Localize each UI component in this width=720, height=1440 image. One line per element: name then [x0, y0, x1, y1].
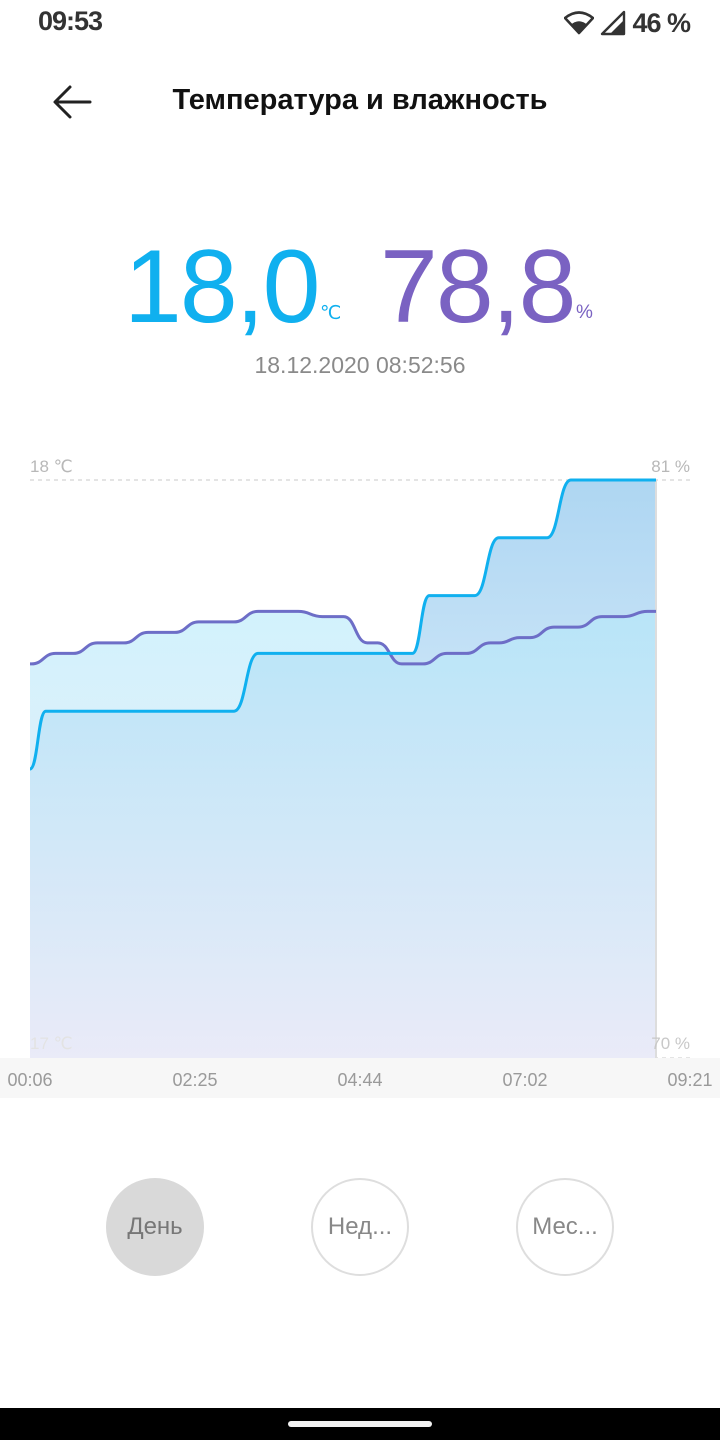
reading-timestamp: 18.12.2020 08:52:56	[254, 352, 466, 378]
x-axis-tick-label: 07:02	[502, 1070, 547, 1090]
x-axis-tick-label: 00:06	[7, 1070, 52, 1090]
x-axis-tick-label: 04:44	[337, 1070, 382, 1090]
humidity-unit: %	[576, 302, 593, 323]
y-right-bottom-label: 70 %	[651, 1034, 690, 1053]
wifi-icon	[564, 11, 595, 35]
x-axis-band	[0, 1058, 720, 1098]
temperature-value: 18,0	[124, 229, 320, 345]
temperature-line	[28, 478, 656, 771]
status-time: 09:53	[38, 6, 103, 36]
temperature-reading: 18,0 ℃	[124, 229, 341, 345]
arrow-left-icon	[53, 85, 92, 119]
page-title: Температура и влажность	[172, 84, 548, 116]
back-button[interactable]	[46, 78, 100, 128]
navigation-bar	[0, 1408, 720, 1440]
humidity-area	[30, 611, 656, 1058]
humidity-reading: 78,8 %	[380, 229, 593, 345]
humidity-value: 78,8	[380, 229, 576, 345]
cellular-signal-icon	[601, 10, 626, 36]
range-month-button[interactable]: Мес...	[516, 1178, 614, 1276]
app-bar: Температура и влажность	[0, 62, 720, 146]
y-left-bottom-label: 17 ℃	[30, 1034, 73, 1053]
humidity-line	[30, 609, 656, 666]
status-icons: 46 %	[564, 6, 691, 40]
status-bar: 09:53 46 %	[0, 0, 720, 48]
temperature-unit: ℃	[320, 303, 342, 324]
range-day-button[interactable]: День	[106, 1178, 204, 1276]
history-chart-svg: 00:06 02:25 04:44 07:02 09:21	[0, 478, 720, 1098]
history-chart[interactable]: 00:06 02:25 04:44 07:02 09:21 18 ℃ 81 % 17 ℃…	[0, 440, 720, 1100]
x-axis-tick-label: 09:21	[667, 1070, 712, 1090]
x-axis-tick-label: 02:25	[172, 1070, 217, 1090]
range-selector: День Нед... Мес...	[0, 1178, 720, 1278]
home-handle[interactable]	[288, 1421, 432, 1427]
range-week-button[interactable]: Нед...	[311, 1178, 409, 1276]
y-left-top-label: 18 ℃	[30, 457, 73, 476]
y-right-top-label: 81 %	[651, 457, 690, 476]
battery-percent: 46 %	[632, 7, 691, 38]
